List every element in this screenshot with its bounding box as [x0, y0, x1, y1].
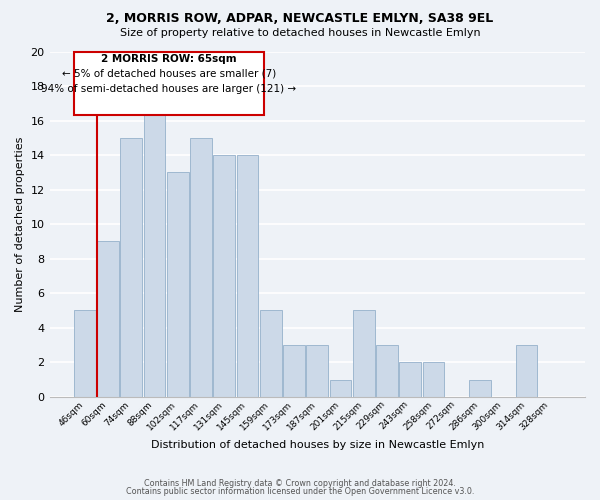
Bar	[167, 172, 188, 397]
X-axis label: Distribution of detached houses by size in Newcastle Emlyn: Distribution of detached houses by size …	[151, 440, 484, 450]
Bar	[376, 345, 398, 397]
Y-axis label: Number of detached properties: Number of detached properties	[15, 136, 25, 312]
Bar	[190, 138, 212, 397]
Bar	[307, 345, 328, 397]
Bar	[260, 310, 281, 397]
Bar	[121, 138, 142, 397]
FancyBboxPatch shape	[74, 52, 264, 114]
Bar	[214, 155, 235, 397]
Bar	[74, 310, 95, 397]
Text: Size of property relative to detached houses in Newcastle Emlyn: Size of property relative to detached ho…	[119, 28, 481, 38]
Bar	[400, 362, 421, 397]
Bar	[423, 362, 445, 397]
Text: ← 5% of detached houses are smaller (7): ← 5% of detached houses are smaller (7)	[62, 68, 276, 78]
Bar	[236, 155, 259, 397]
Text: Contains HM Land Registry data © Crown copyright and database right 2024.: Contains HM Land Registry data © Crown c…	[144, 478, 456, 488]
Bar	[353, 310, 374, 397]
Text: 2, MORRIS ROW, ADPAR, NEWCASTLE EMLYN, SA38 9EL: 2, MORRIS ROW, ADPAR, NEWCASTLE EMLYN, S…	[106, 12, 494, 26]
Bar	[469, 380, 491, 397]
Bar	[516, 345, 538, 397]
Text: Contains public sector information licensed under the Open Government Licence v3: Contains public sector information licen…	[126, 487, 474, 496]
Bar	[283, 345, 305, 397]
Bar	[143, 104, 165, 397]
Bar	[97, 242, 119, 397]
Bar	[330, 380, 352, 397]
Text: 2 MORRIS ROW: 65sqm: 2 MORRIS ROW: 65sqm	[101, 54, 237, 64]
Text: 94% of semi-detached houses are larger (121) →: 94% of semi-detached houses are larger (…	[41, 84, 296, 94]
